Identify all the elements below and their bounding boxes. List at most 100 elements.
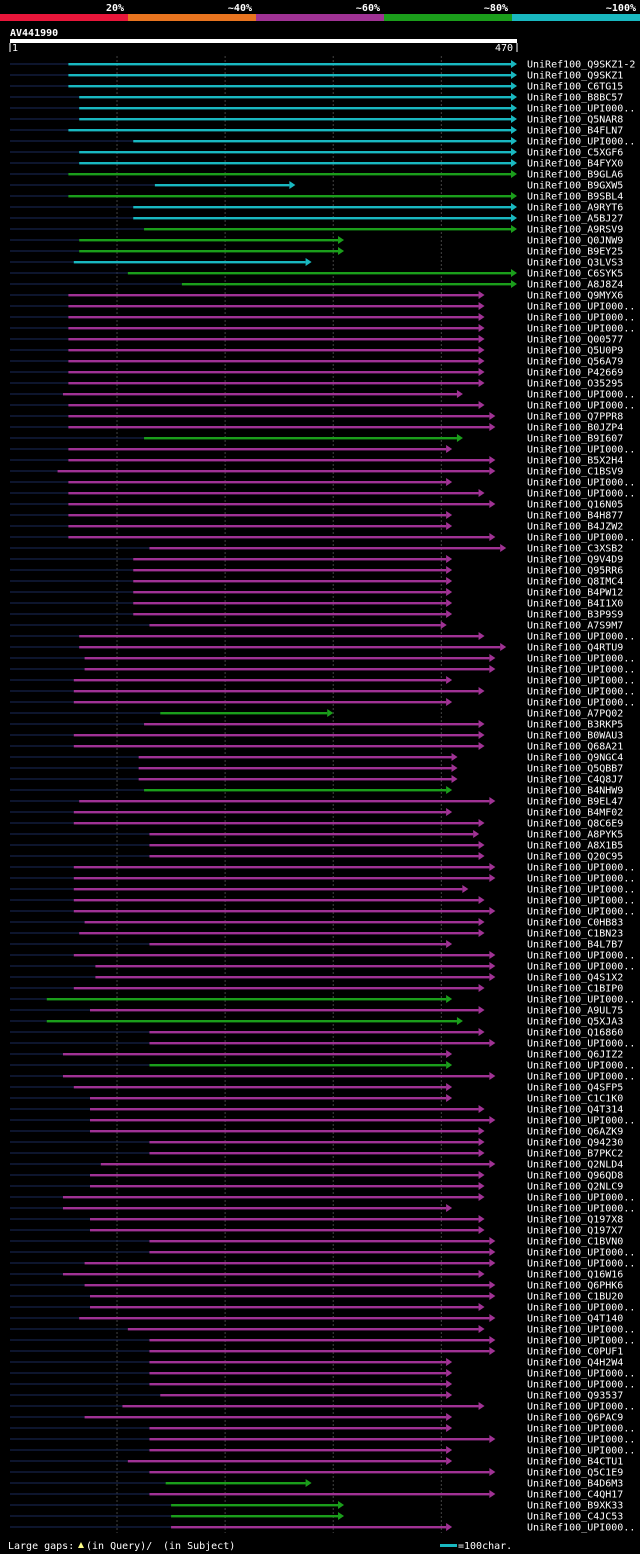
hit-row[interactable]: UniRef100_Q0JNW9	[10, 236, 623, 247]
hit-label[interactable]: UniRef100_Q94230	[527, 1138, 623, 1149]
hit-label[interactable]: UniRef100_B4PW12	[527, 588, 623, 599]
hit-label[interactable]: UniRef100_UPI000..	[527, 313, 635, 324]
hit-label[interactable]: UniRef100_C4QH17	[527, 1490, 623, 1501]
hit-label[interactable]: UniRef100_B7PKC2	[527, 1149, 623, 1160]
hit-label[interactable]: UniRef100_UPI000..	[527, 533, 635, 544]
hit-row[interactable]: UniRef100_UPI000..	[10, 995, 635, 1006]
hit-label[interactable]: UniRef100_A8X1B5	[527, 841, 623, 852]
hit-label[interactable]: UniRef100_C5XGF6	[527, 148, 623, 159]
hit-label[interactable]: UniRef100_B9GLA6	[527, 170, 623, 181]
hit-label[interactable]: UniRef100_B4FYX0	[527, 159, 623, 170]
hit-label[interactable]: UniRef100_B4D6M3	[527, 1479, 623, 1490]
hit-label[interactable]: UniRef100_UPI000..	[527, 951, 635, 962]
hit-row[interactable]: UniRef100_Q9V4D9	[10, 555, 623, 566]
hit-row[interactable]: UniRef100_UPI000..	[10, 1072, 635, 1083]
hit-label[interactable]: UniRef100_UPI000..	[527, 489, 635, 500]
hit-row[interactable]: UniRef100_C6TG15	[10, 82, 623, 93]
hit-row[interactable]: UniRef100_Q8IMC4	[10, 577, 623, 588]
hit-label[interactable]: UniRef100_UPI000..	[527, 390, 635, 401]
hit-label[interactable]: UniRef100_B4JZW2	[527, 522, 623, 533]
hit-row[interactable]: UniRef100_UPI000..	[10, 654, 635, 665]
hit-label[interactable]: UniRef100_B4MF02	[527, 808, 623, 819]
hit-row[interactable]: UniRef100_Q2NLC9	[10, 1182, 623, 1193]
hit-label[interactable]: UniRef100_UPI000..	[527, 632, 635, 643]
hit-row[interactable]: UniRef100_C4JC53	[10, 1512, 623, 1523]
hit-row[interactable]: UniRef100_B8BC57	[10, 93, 623, 104]
hit-label[interactable]: UniRef100_Q4SFP5	[527, 1083, 623, 1094]
hit-label[interactable]: UniRef100_UPI000..	[527, 1204, 635, 1215]
hit-row[interactable]: UniRef100_Q9MYX6	[10, 291, 623, 302]
hit-row[interactable]: UniRef100_Q5C1E9	[10, 1468, 623, 1479]
hit-row[interactable]: UniRef100_UPI000..	[10, 1039, 635, 1050]
hit-row[interactable]: UniRef100_UPI000..	[10, 489, 635, 500]
hit-label[interactable]: UniRef100_Q3LVS3	[527, 258, 623, 269]
hit-row[interactable]: UniRef100_UPI000..	[10, 533, 635, 544]
hit-label[interactable]: UniRef100_A7PQ02	[527, 709, 623, 720]
hit-row[interactable]: UniRef100_UPI000..	[10, 1402, 635, 1413]
hit-label[interactable]: UniRef100_C3XSB2	[527, 544, 623, 555]
hit-row[interactable]: UniRef100_UPI000..	[10, 687, 635, 698]
hit-label[interactable]: UniRef100_B9I607	[527, 434, 623, 445]
hit-label[interactable]: UniRef100_C1BN23	[527, 929, 623, 940]
hit-label[interactable]: UniRef100_Q9MYX6	[527, 291, 623, 302]
hit-row[interactable]: UniRef100_A7S9M7	[10, 621, 623, 632]
hit-row[interactable]: UniRef100_C5XGF6	[10, 148, 623, 159]
hit-label[interactable]: UniRef100_B4CTU1	[527, 1457, 623, 1468]
hit-label[interactable]: UniRef100_C4JC53	[527, 1512, 623, 1523]
hit-row[interactable]: UniRef100_UPI000..	[10, 1435, 635, 1446]
hit-row[interactable]: UniRef100_B4FYX0	[10, 159, 623, 170]
hit-label[interactable]: UniRef100_UPI000..	[527, 445, 635, 456]
hit-label[interactable]: UniRef100_UPI000..	[527, 478, 635, 489]
hit-row[interactable]: UniRef100_Q9SKZ1	[10, 71, 623, 82]
hit-row[interactable]: UniRef100_Q5NAR8	[10, 115, 623, 126]
hit-row[interactable]: UniRef100_UPI000..	[10, 390, 635, 401]
hit-label[interactable]: UniRef100_O35295	[527, 379, 623, 390]
hit-label[interactable]: UniRef100_Q8C6E9	[527, 819, 623, 830]
hit-row[interactable]: UniRef100_B4NHW9	[10, 786, 623, 797]
hit-row[interactable]: UniRef100_UPI000..	[10, 874, 635, 885]
hit-label[interactable]: UniRef100_Q5QBB7	[527, 764, 623, 775]
hit-label[interactable]: UniRef100_Q95RR6	[527, 566, 623, 577]
hit-row[interactable]: UniRef100_Q68A21	[10, 742, 623, 753]
hit-label[interactable]: UniRef100_UPI000..	[527, 1116, 635, 1127]
hit-row[interactable]: UniRef100_UPI000..	[10, 1303, 635, 1314]
hit-label[interactable]: UniRef100_C1C1K0	[527, 1094, 623, 1105]
hit-label[interactable]: UniRef100_Q9SKZ1	[527, 71, 623, 82]
hit-row[interactable]: UniRef100_Q2NLD4	[10, 1160, 623, 1171]
hit-label[interactable]: UniRef100_UPI000..	[527, 654, 635, 665]
hit-row[interactable]: UniRef100_Q93537	[10, 1391, 623, 1402]
hit-label[interactable]: UniRef100_UPI000..	[527, 1369, 635, 1380]
hit-row[interactable]: UniRef100_UPI000..	[10, 1369, 635, 1380]
hit-label[interactable]: UniRef100_UPI000..	[527, 1446, 635, 1457]
hit-row[interactable]: UniRef100_B5X2H4	[10, 456, 623, 467]
hit-row[interactable]: UniRef100_C1BVN0	[10, 1237, 623, 1248]
hit-row[interactable]: UniRef100_O35295	[10, 379, 623, 390]
hit-row[interactable]: UniRef100_Q6PHK6	[10, 1281, 623, 1292]
hit-label[interactable]: UniRef100_B8BC57	[527, 93, 623, 104]
hit-row[interactable]: UniRef100_Q5XJA3	[10, 1017, 623, 1028]
hit-label[interactable]: UniRef100_Q9NGC4	[527, 753, 623, 764]
hit-row[interactable]: UniRef100_C4Q8J7	[10, 775, 623, 786]
hit-label[interactable]: UniRef100_C4Q8J7	[527, 775, 623, 786]
hit-row[interactable]: UniRef100_UPI000..	[10, 313, 635, 324]
hit-row[interactable]: UniRef100_B9SBL4	[10, 192, 623, 203]
hit-row[interactable]: UniRef100_C1BSV9	[10, 467, 623, 478]
hit-row[interactable]: UniRef100_Q4RTU9	[10, 643, 623, 654]
hit-row[interactable]: UniRef100_Q3LVS3	[10, 258, 623, 269]
hit-row[interactable]: UniRef100_UPI000..	[10, 1523, 635, 1534]
hit-row[interactable]: UniRef100_UPI000..	[10, 698, 635, 709]
hit-row[interactable]: UniRef100_UPI000..	[10, 1424, 635, 1435]
hit-label[interactable]: UniRef100_Q56A79	[527, 357, 623, 368]
hit-label[interactable]: UniRef100_UPI000..	[527, 1193, 635, 1204]
hit-label[interactable]: UniRef100_UPI000..	[527, 874, 635, 885]
hit-label[interactable]: UniRef100_Q5XJA3	[527, 1017, 623, 1028]
hit-row[interactable]: UniRef100_UPI000..	[10, 1193, 635, 1204]
hit-label[interactable]: UniRef100_A5BJ27	[527, 214, 623, 225]
hit-label[interactable]: UniRef100_B9SBL4	[527, 192, 623, 203]
hit-row[interactable]: UniRef100_UPI000..	[10, 1325, 635, 1336]
hit-row[interactable]: UniRef100_UPI000..	[10, 1248, 635, 1259]
hit-label[interactable]: UniRef100_B9EL47	[527, 797, 623, 808]
hit-label[interactable]: UniRef100_UPI000..	[527, 995, 635, 1006]
hit-label[interactable]: UniRef100_A9RYT6	[527, 203, 623, 214]
hit-row[interactable]: UniRef100_Q94230	[10, 1138, 623, 1149]
